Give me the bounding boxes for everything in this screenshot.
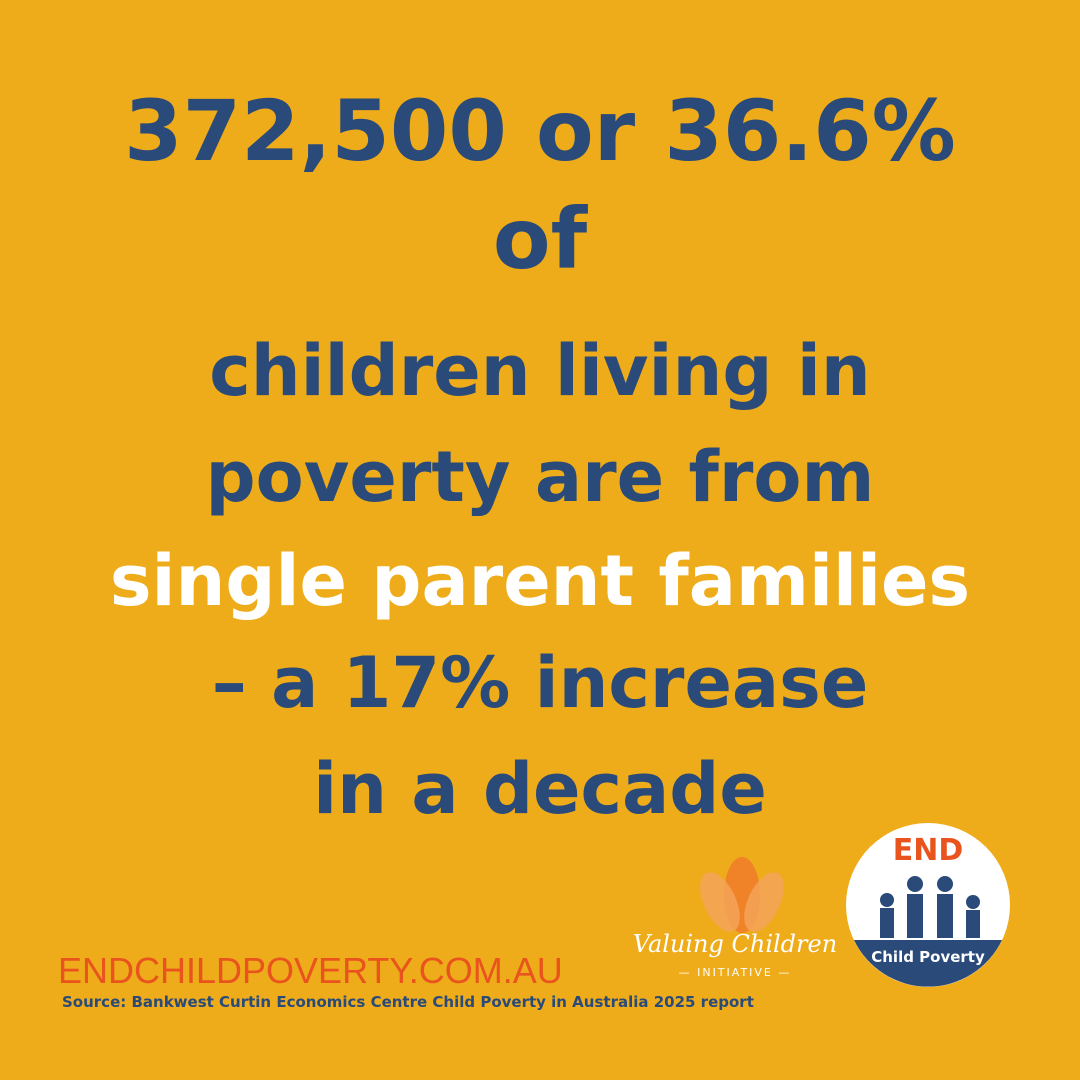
- headline-line: of: [492, 190, 588, 288]
- petal: [744, 872, 784, 932]
- petal: [700, 872, 740, 932]
- logo-band: [854, 940, 1002, 987]
- headline-line: in a decade: [313, 748, 767, 830]
- source: Source: Bankwest Curtin Economics Centre…: [62, 993, 754, 1011]
- logo-name: Valuing Children: [633, 930, 837, 958]
- figure: [907, 894, 923, 938]
- figure: [880, 893, 894, 907]
- headline-line: – a 17% increase: [211, 642, 869, 724]
- headline-line: single parent families: [109, 540, 971, 622]
- valuing-logo: Valuing Children — INITIATIVE —: [633, 857, 837, 979]
- figure: [907, 876, 923, 892]
- end-logo: END Child Poverty: [846, 823, 1010, 987]
- logo-bottom: Child Poverty: [871, 948, 985, 966]
- figure: [966, 910, 980, 938]
- headline-line: children living in: [209, 330, 871, 412]
- headline-line: 372,500 or 36.6%: [124, 82, 956, 180]
- website: ENDCHILDPOVERTY.COM.AU: [58, 950, 563, 991]
- figure: [937, 894, 953, 938]
- figure: [937, 876, 953, 892]
- headline-line: poverty are from: [205, 436, 875, 518]
- figure: [966, 895, 980, 909]
- figure: [880, 908, 894, 938]
- logo-top: END: [893, 833, 964, 868]
- logo-sub: — INITIATIVE —: [679, 966, 792, 979]
